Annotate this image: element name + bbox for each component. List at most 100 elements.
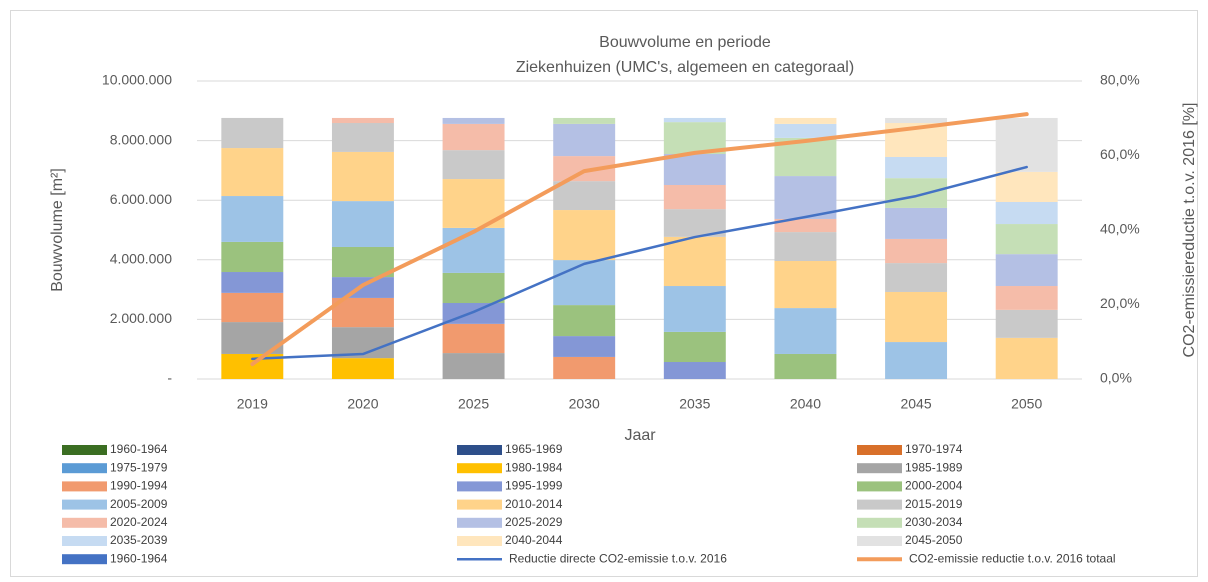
legend-label: 2010-2014 <box>505 497 563 511</box>
bar-segment <box>221 196 284 242</box>
x-tick-label: 2045 <box>900 396 931 412</box>
bar-segment <box>663 117 726 123</box>
legend-label: 2025-2029 <box>505 515 563 529</box>
bar-segment <box>331 117 394 124</box>
legend-label: 1960-1964 <box>110 551 168 565</box>
bar-segment <box>774 353 837 379</box>
y-tick-label: 10.000.000 <box>102 72 172 88</box>
legend-label: 2030-2034 <box>905 515 963 529</box>
bar-segment <box>885 238 948 264</box>
legend-swatch <box>857 445 902 455</box>
legend-label: 2000-2004 <box>905 479 963 493</box>
bar-segment <box>995 117 1058 172</box>
bar-segment <box>995 171 1058 202</box>
legend-swatch <box>457 445 502 455</box>
bar-segment <box>995 286 1058 310</box>
bar-segment <box>774 117 837 124</box>
bar-segment <box>995 254 1058 287</box>
y2-axis-label: CO2-emissiereductie t.o.v. 2016 [%] <box>1181 103 1198 358</box>
legend-swatch <box>62 445 107 455</box>
y-tick-label: - <box>167 370 172 386</box>
bar-segment <box>442 150 505 180</box>
legend-label: 1990-1994 <box>110 479 168 493</box>
bar-segment <box>331 297 394 328</box>
legend-label: CO2-emissie reductie t.o.v. 2016 totaal <box>909 551 1116 565</box>
y-tick-label: 4.000.000 <box>110 251 172 267</box>
legend-swatch <box>457 499 502 510</box>
legend-label: 2015-2019 <box>905 497 963 511</box>
legend-swatch <box>857 517 902 528</box>
legend-swatch <box>857 536 902 546</box>
bar-segment <box>553 356 616 379</box>
x-tick-label: 2035 <box>679 396 710 412</box>
legend-swatch <box>857 499 902 510</box>
y2-tick-label: 0,0% <box>1100 370 1132 386</box>
bar-segment <box>885 117 948 124</box>
bar-segment <box>221 292 284 323</box>
bar-segment <box>774 123 837 138</box>
bar-segment <box>885 342 948 379</box>
bar-segment <box>663 331 726 363</box>
legend-swatch <box>457 536 502 546</box>
y2-tick-label: 60,0% <box>1100 146 1140 162</box>
bar-segment <box>331 151 394 202</box>
legend-label: 1965-1969 <box>505 442 563 456</box>
legend-swatch <box>857 481 902 492</box>
bar-segment <box>774 260 837 309</box>
bar-segment <box>221 272 284 293</box>
bar-segment <box>995 224 1058 255</box>
bar-segment <box>331 358 394 379</box>
bar-segment <box>442 323 505 354</box>
legend-label: 2005-2009 <box>110 497 168 511</box>
legend-label: 1970-1974 <box>905 442 963 456</box>
chart-subtitle: Ziekenhuizen (UMC's, algemeen en categor… <box>516 59 854 76</box>
bar-segment <box>885 263 948 292</box>
bar-segment <box>553 260 616 306</box>
x-tick-label: 2020 <box>347 396 378 412</box>
bar-segment <box>774 232 837 261</box>
bar-segment <box>663 236 726 287</box>
bar-segment <box>331 246 394 278</box>
legend-swatch <box>457 517 502 528</box>
legend-swatch <box>62 554 107 565</box>
x-tick-label: 2030 <box>569 396 600 412</box>
bar-segment <box>885 156 948 179</box>
legend-swatch <box>457 481 502 492</box>
bar-segment <box>995 337 1058 379</box>
legend-label: Reductie directe CO2-emissie t.o.v. 2016 <box>509 551 727 565</box>
bar-segment <box>995 309 1058 338</box>
legend-label: 1995-1999 <box>505 479 563 493</box>
bar-segment <box>663 286 726 332</box>
line-series <box>250 112 1029 367</box>
y-tick-label: 2.000.000 <box>110 310 172 326</box>
legend-swatch <box>62 481 107 492</box>
legend-label: 2020-2024 <box>110 515 168 529</box>
legend-swatch <box>62 499 107 510</box>
legend-label: 1980-1984 <box>505 460 563 474</box>
bar-segment <box>221 117 284 149</box>
bar-segment <box>553 210 616 261</box>
bar-segment <box>553 336 616 357</box>
legend-label: 1985-1989 <box>905 460 963 474</box>
legend-label: 2035-2039 <box>110 533 168 547</box>
legend-label: 1975-1979 <box>110 460 168 474</box>
legend-label: 2045-2050 <box>905 533 963 547</box>
bar-segment <box>663 362 726 379</box>
bar-segment <box>553 123 616 157</box>
x-tick-label: 2025 <box>458 396 489 412</box>
bar-segment <box>663 154 726 186</box>
legend-swatch <box>457 463 502 474</box>
bar-segment <box>331 123 394 152</box>
y2-tick-label: 40,0% <box>1100 221 1140 237</box>
bar-segment <box>885 291 948 343</box>
bar-segment <box>663 185 726 210</box>
x-tick-label: 2050 <box>1011 396 1042 412</box>
chart-title: Bouwvolume en periode <box>599 34 771 51</box>
bar-segment <box>221 241 284 273</box>
legend-label: 1960-1964 <box>110 442 168 456</box>
bar-segment <box>774 308 837 354</box>
y-tick-label: 6.000.000 <box>110 191 172 207</box>
x-tick-label: 2019 <box>237 396 268 412</box>
legend-swatch <box>62 463 107 474</box>
